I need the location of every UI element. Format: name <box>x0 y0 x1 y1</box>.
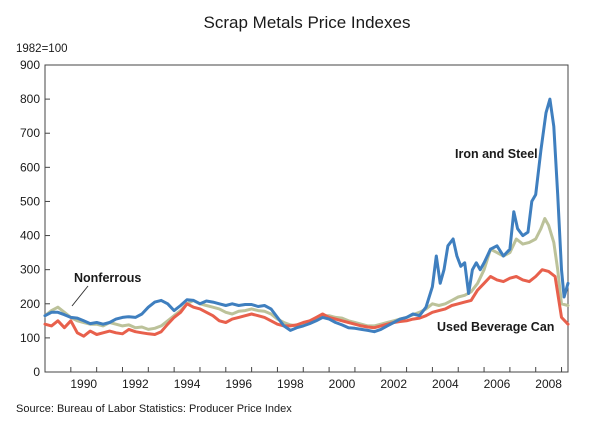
x-tick-label: 1994 <box>174 377 201 391</box>
x-tick-label: 1998 <box>277 377 304 391</box>
series-line-used-can <box>43 268 570 338</box>
y-tick-label: 0 <box>33 365 40 379</box>
y-tick-label: 300 <box>20 263 40 277</box>
x-tick-label: 1992 <box>122 377 149 391</box>
y-tick-label: 900 <box>20 58 40 72</box>
series-line-iron-steel <box>43 97 570 334</box>
x-tick-label: 2006 <box>484 377 511 391</box>
nonferrous-leader-line <box>71 285 89 307</box>
source-note: Source: Bureau of Labor Statistics: Prod… <box>16 403 292 415</box>
y-tick-label: 500 <box>20 194 40 208</box>
x-tick-label: 2000 <box>329 377 356 391</box>
x-tick-label: 1990 <box>70 377 97 391</box>
chart-title: Scrap Metals Price Indexes <box>204 13 411 32</box>
y-tick-label: 400 <box>20 229 40 243</box>
y-tick-label: 600 <box>20 160 40 174</box>
series-label-nonferrous: Nonferrous <box>74 271 141 285</box>
plot-frame <box>44 64 569 373</box>
x-tick-label: 1996 <box>225 377 252 391</box>
series-label-used-can: Used Beverage Can <box>437 320 554 334</box>
y-tick-label: 800 <box>20 92 40 106</box>
y-tick-label: 700 <box>20 126 40 140</box>
x-tick-label: 2008 <box>535 377 562 391</box>
x-tick-label: 2004 <box>432 377 459 391</box>
y-tick-label: 100 <box>20 331 40 345</box>
y-tick-label: 200 <box>20 297 40 311</box>
y-unit-label: 1982=100 <box>16 43 68 55</box>
plot-area: 0 100 200 300 400 500 600 700 800 900 1990 1992 1994… <box>20 58 570 391</box>
series-label-iron-steel: Iron and Steel <box>455 147 538 161</box>
x-tick-label: 2002 <box>380 377 407 391</box>
